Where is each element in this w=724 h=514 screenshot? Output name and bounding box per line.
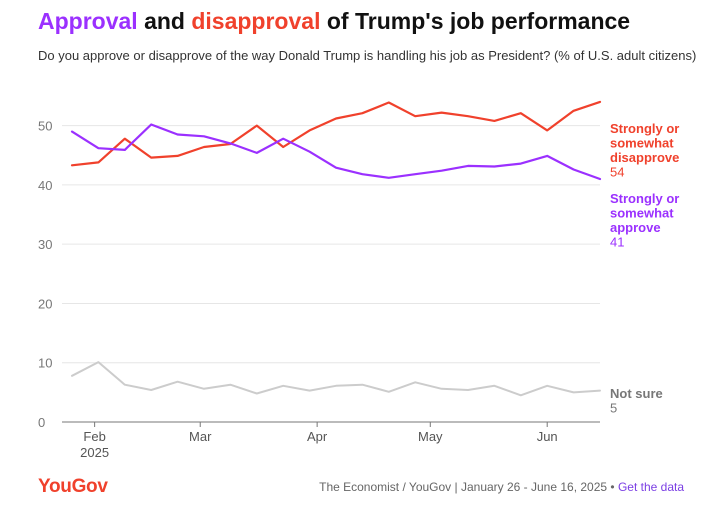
end-value-disapprove: 54 — [610, 165, 624, 180]
end-label-line: approve — [610, 220, 661, 235]
end-label-not-sure: Not sure — [610, 386, 663, 401]
footer: YouGov The Economist / YouGov | January … — [38, 476, 684, 498]
title-rest: of Trump's job performance — [320, 8, 631, 34]
title-disapproval: disapproval — [191, 8, 321, 34]
y-tick-label-0: 0 — [38, 415, 45, 430]
y-tick-label-20: 20 — [38, 296, 52, 311]
x-tick-label-apr: Apr — [307, 429, 328, 444]
y-tick-label-10: 10 — [38, 356, 52, 371]
series-line-disapprove — [70, 100, 602, 167]
source-text: The Economist / YouGov | January 26 - Ju… — [319, 480, 618, 494]
y-tick-label-30: 30 — [38, 237, 52, 252]
title-approval: Approval — [38, 8, 138, 34]
end-label-approve: Strongly or somewhat approve — [610, 191, 679, 235]
y-tick-label-50: 50 — [38, 119, 52, 134]
chart-title: Approval and disapproval of Trump's job … — [38, 8, 630, 35]
end-value-approve: 41 — [610, 235, 624, 250]
series-line-approve — [70, 123, 602, 181]
yougov-logo: YouGov — [38, 476, 108, 497]
get-the-data-link[interactable]: Get the data — [617, 480, 684, 494]
end-label-line: Strongly or — [610, 121, 679, 136]
end-label-line: Strongly or — [610, 191, 679, 206]
x-tick-label-feb: Feb — [83, 429, 105, 444]
end-value-not-sure: 5 — [610, 401, 617, 416]
end-label-line: somewhat — [610, 206, 674, 221]
end-label-line: Not sure — [610, 386, 663, 401]
x-tick-sublabel-year: 2025 — [80, 445, 109, 460]
y-tick-label-40: 40 — [38, 178, 52, 193]
x-tick-label-may: May — [418, 429, 443, 444]
series-line-not-sure — [71, 361, 601, 397]
end-label-line: disapprove — [610, 150, 679, 165]
x-tick-label-mar: Mar — [189, 429, 212, 444]
x-tick-label-jun: Jun — [537, 429, 558, 444]
title-and: and — [137, 8, 192, 34]
chart-subtitle: Do you approve or disapprove of the way … — [38, 48, 697, 63]
source-note: The Economist / YouGov | January 26 - Ju… — [319, 480, 684, 494]
end-label-line: somewhat — [610, 136, 674, 151]
end-label-disapprove: Strongly or somewhat disapprove — [610, 121, 679, 165]
